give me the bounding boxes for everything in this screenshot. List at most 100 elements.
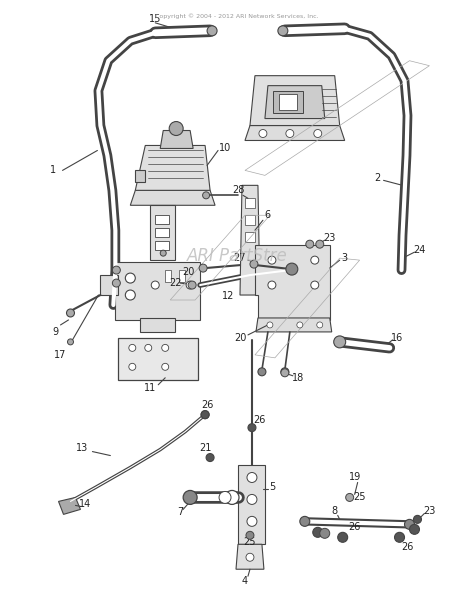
Circle shape — [250, 260, 258, 268]
Polygon shape — [100, 275, 118, 295]
Text: 26: 26 — [401, 542, 414, 552]
Circle shape — [311, 256, 319, 264]
Text: ARI PartStre: ARI PartStre — [187, 246, 287, 264]
Polygon shape — [240, 185, 260, 295]
Circle shape — [306, 240, 314, 248]
Polygon shape — [135, 145, 210, 190]
Text: 22: 22 — [169, 278, 182, 288]
Text: 12: 12 — [222, 291, 234, 301]
Circle shape — [286, 130, 294, 137]
Circle shape — [404, 519, 414, 530]
Circle shape — [247, 516, 257, 527]
Text: 14: 14 — [79, 499, 91, 510]
Circle shape — [247, 494, 257, 505]
Circle shape — [317, 322, 323, 328]
Bar — [245, 198, 255, 209]
Text: 25: 25 — [244, 537, 256, 547]
Text: 20: 20 — [182, 267, 194, 277]
Circle shape — [67, 339, 73, 345]
Circle shape — [129, 364, 136, 370]
Text: 19: 19 — [348, 472, 361, 483]
Text: 20: 20 — [234, 333, 246, 343]
Circle shape — [334, 336, 346, 348]
Text: 6: 6 — [265, 210, 271, 220]
Bar — [245, 215, 255, 225]
Circle shape — [259, 130, 267, 137]
Circle shape — [268, 281, 276, 289]
Text: 23: 23 — [423, 506, 436, 516]
Circle shape — [160, 250, 166, 256]
Polygon shape — [115, 262, 200, 320]
Polygon shape — [250, 75, 340, 125]
Text: 2: 2 — [374, 173, 381, 184]
Text: 5: 5 — [269, 483, 275, 492]
Bar — [179, 270, 185, 282]
Text: 26: 26 — [201, 399, 213, 410]
Text: 7: 7 — [177, 508, 183, 517]
Circle shape — [207, 26, 217, 36]
Circle shape — [281, 369, 289, 377]
Bar — [245, 232, 255, 242]
Circle shape — [112, 279, 120, 287]
Circle shape — [286, 263, 298, 275]
Bar — [279, 94, 297, 109]
Circle shape — [268, 256, 276, 264]
Text: 27: 27 — [234, 253, 246, 263]
Circle shape — [66, 309, 74, 317]
Circle shape — [297, 322, 303, 328]
Bar — [155, 241, 169, 250]
Circle shape — [162, 344, 169, 351]
Circle shape — [201, 410, 209, 419]
Circle shape — [162, 364, 169, 370]
Text: 3: 3 — [342, 253, 348, 263]
Circle shape — [281, 368, 289, 376]
Circle shape — [202, 192, 210, 199]
Text: 16: 16 — [392, 333, 404, 343]
Polygon shape — [256, 318, 332, 332]
Text: Copyright © 2004 - 2012 ARI Network Services, Inc.: Copyright © 2004 - 2012 ARI Network Serv… — [155, 13, 319, 19]
Polygon shape — [245, 125, 345, 140]
Circle shape — [225, 491, 239, 505]
Text: 24: 24 — [413, 245, 426, 255]
Polygon shape — [236, 544, 264, 569]
Circle shape — [410, 524, 419, 534]
Bar — [155, 215, 169, 224]
Circle shape — [169, 122, 183, 136]
Polygon shape — [140, 318, 175, 332]
Circle shape — [320, 528, 330, 538]
Text: 18: 18 — [292, 373, 304, 383]
Polygon shape — [130, 190, 215, 206]
Circle shape — [314, 130, 322, 137]
Circle shape — [145, 344, 152, 351]
Text: 9: 9 — [53, 327, 59, 337]
Circle shape — [188, 281, 196, 289]
Circle shape — [311, 281, 319, 289]
Circle shape — [183, 491, 197, 505]
Circle shape — [394, 533, 404, 542]
Polygon shape — [150, 206, 175, 260]
Polygon shape — [238, 465, 265, 544]
Circle shape — [199, 264, 207, 272]
Circle shape — [337, 533, 347, 542]
Text: 13: 13 — [76, 443, 89, 452]
Circle shape — [129, 344, 136, 351]
Circle shape — [247, 472, 257, 483]
Text: 4: 4 — [242, 576, 248, 586]
Polygon shape — [135, 170, 145, 182]
Circle shape — [267, 322, 273, 328]
Text: 10: 10 — [219, 143, 231, 153]
Circle shape — [316, 240, 324, 248]
Bar — [155, 228, 169, 237]
Bar — [118, 338, 198, 380]
Polygon shape — [255, 245, 330, 320]
Polygon shape — [265, 86, 325, 119]
Circle shape — [246, 531, 254, 539]
Circle shape — [206, 454, 214, 461]
Text: 25: 25 — [354, 492, 366, 502]
Circle shape — [125, 290, 135, 300]
Text: 8: 8 — [332, 506, 338, 516]
Circle shape — [346, 494, 354, 502]
Text: 1: 1 — [49, 165, 55, 175]
Text: 26: 26 — [348, 522, 361, 533]
Circle shape — [246, 553, 254, 561]
